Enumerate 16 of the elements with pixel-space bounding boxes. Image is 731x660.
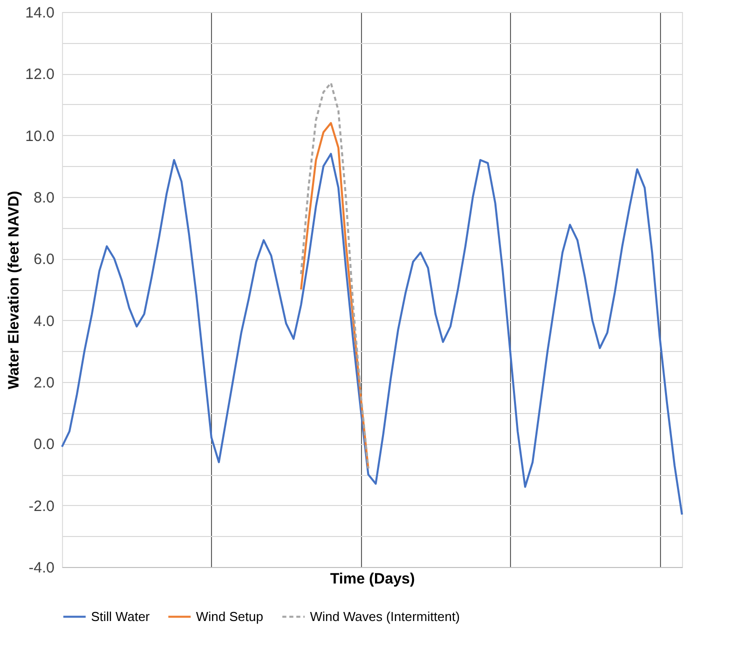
line-series [61,152,683,516]
y-tick-label: 2.0 [34,374,54,392]
y-tick-label: 0.0 [34,436,54,454]
y-tick-label: 10.0 [25,128,54,145]
y-tick-label: -2.0 [28,498,54,515]
legend-label: Wind Setup [196,608,264,624]
y-tick-label: 6.0 [34,251,54,268]
y-tick-label: 12.0 [25,66,54,84]
legend-label: Wind Waves (Intermittent) [310,608,460,624]
legend-label: Still Water [91,608,150,624]
y-tick-label: 4.0 [34,312,54,330]
y-tick-label: 14.0 [25,4,54,22]
y-tick-label: -4.0 [28,560,54,576]
y-tick-label: 8.0 [34,190,54,206]
y-axis-title: Water Elevation (feet NAVD) [5,190,22,390]
x-axis-title: Time (Days) [330,570,415,588]
